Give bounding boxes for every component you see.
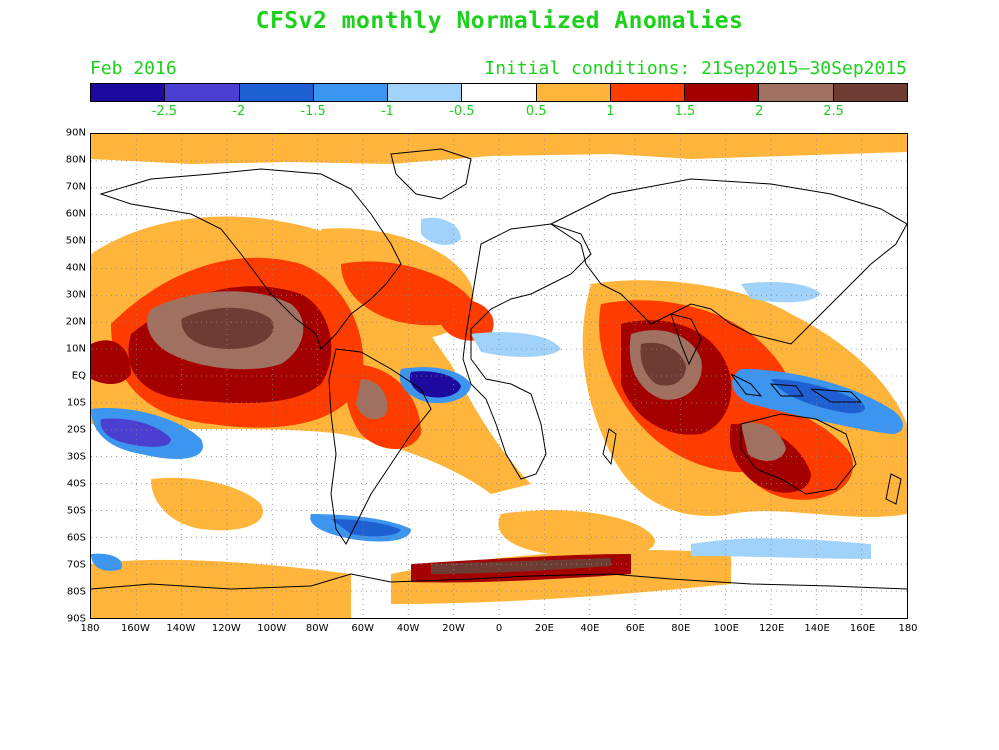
legend-swatch-1 [165, 84, 240, 101]
anomaly-shading [91, 134, 907, 618]
legend-swatch-8 [685, 84, 760, 101]
legend-label: 2 [755, 104, 764, 119]
longitude-label: 180 [80, 623, 100, 634]
longitude-label: 140E [804, 623, 830, 634]
longitude-label: 40E [580, 623, 600, 634]
longitude-label: 20E [534, 623, 554, 634]
legend-label: -0.5 [449, 104, 475, 119]
longitude-label: 20W [442, 623, 465, 634]
latitude-label: 20S [66, 424, 86, 436]
longitude-label: 160W [120, 623, 150, 634]
coastlines [91, 148, 907, 590]
latitude-label: 30N [65, 289, 86, 301]
latitude-label: EQ [71, 370, 86, 382]
color-legend-bar [90, 83, 908, 102]
legend-swatch-9 [759, 84, 834, 101]
legend-swatch-0 [91, 84, 166, 101]
legend-swatch-10 [833, 84, 907, 101]
legend-label: 1.5 [674, 104, 696, 119]
latitude-label: 90N [65, 127, 86, 139]
longitude-label: 100E [713, 623, 739, 634]
latitude-label: 30S [66, 451, 86, 463]
legend-swatch-2 [239, 84, 314, 101]
legend-swatch-5 [462, 84, 537, 101]
latitude-label: 60N [65, 208, 86, 220]
legend-label: -1 [380, 104, 394, 119]
color-legend-labels: -2.5 -2 -1.5 -1 -0.5 0.5 1 1.5 2 2.5 [90, 104, 908, 120]
longitude-label: 100W [257, 623, 287, 634]
longitude-label: 140W [166, 623, 196, 634]
legend-label: 2.5 [823, 104, 844, 119]
legend-swatch-4 [388, 84, 463, 101]
legend-label: -1.5 [300, 104, 326, 119]
legend-swatch-6 [536, 84, 611, 101]
map-title: CFSv2 monthly Normalized Anomalies [255, 8, 744, 34]
anomaly-map-svg [91, 134, 907, 618]
legend-label: 0.5 [525, 104, 547, 119]
longitude-label: 40W [396, 623, 420, 634]
longitude-label: 80W [305, 623, 329, 634]
graticule [91, 134, 907, 618]
initial-conditions-label: Initial conditions: 21Sep2015–30Sep2015 [484, 58, 907, 79]
anomaly-map [90, 133, 908, 619]
latitude-label: 10S [66, 397, 86, 409]
latitude-label: 50S [66, 505, 86, 517]
forecast-month: Feb 2016 [90, 58, 177, 79]
latitude-label: 70S [66, 559, 86, 571]
legend-swatch-7 [610, 84, 686, 101]
longitude-label: 80E [671, 623, 691, 634]
longitude-label: 0 [495, 623, 503, 634]
latitude-label: 80N [65, 154, 86, 166]
longitude-label: 120W [211, 623, 241, 634]
longitude-label: 60E [625, 623, 645, 634]
latitude-label: 50N [65, 235, 86, 247]
longitude-label: 160E [849, 623, 876, 634]
latitude-label: 10N [65, 343, 86, 355]
legend-label: 1 [606, 104, 615, 119]
legend-label: -2.5 [151, 104, 178, 119]
latitude-label: 40N [65, 262, 86, 274]
latitude-label: 40S [66, 478, 86, 490]
longitude-label: 60W [351, 623, 374, 634]
latitude-label: 70N [65, 181, 86, 193]
legend-label: -2 [232, 104, 246, 119]
legend-swatch-3 [313, 84, 389, 101]
latitude-label: 90S [66, 613, 86, 625]
latitude-label: 20N [65, 316, 86, 328]
longitude-label: 180 [898, 623, 918, 634]
latitude-label: 60S [66, 532, 86, 544]
latitude-label: 80S [66, 586, 86, 598]
longitude-label: 120E [758, 623, 785, 634]
